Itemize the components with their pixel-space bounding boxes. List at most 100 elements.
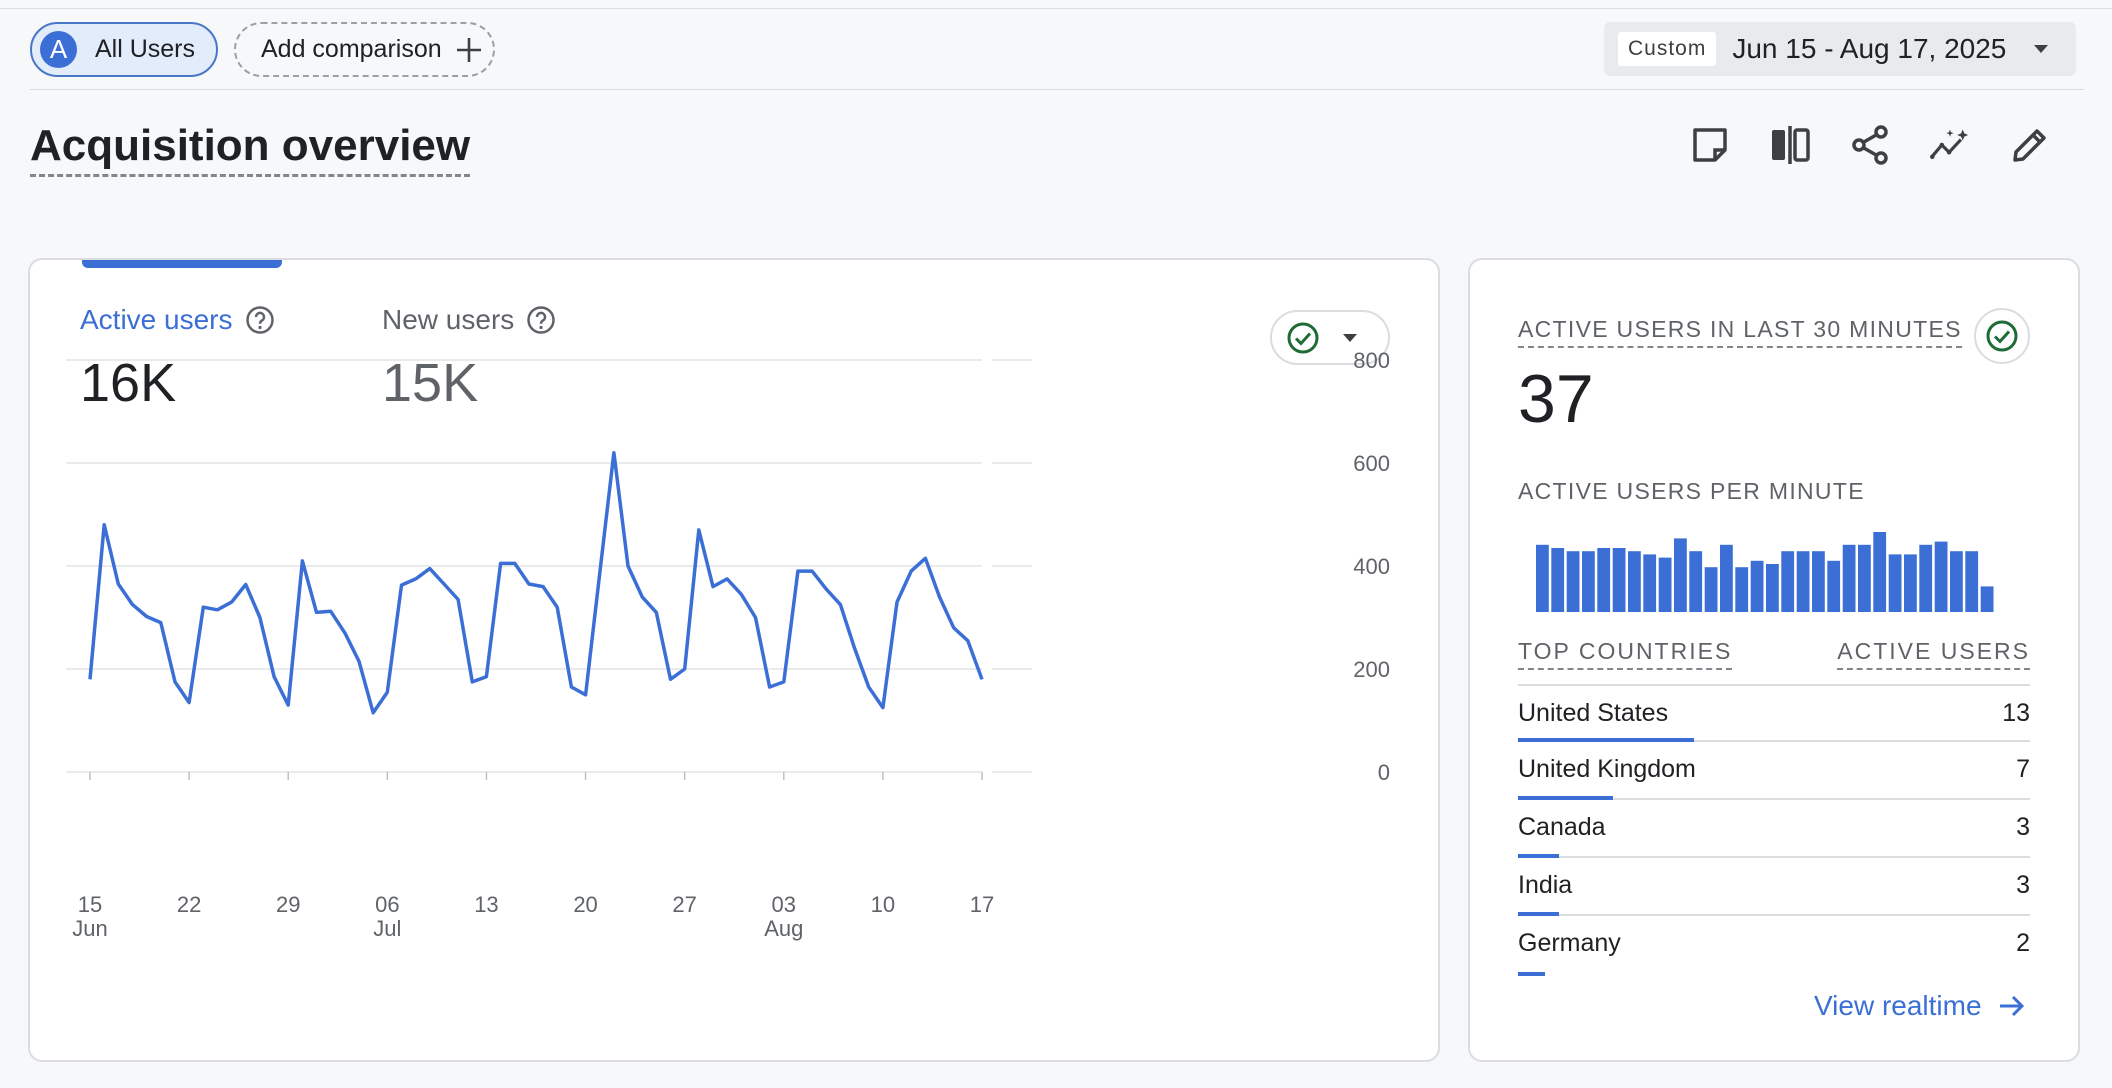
y-tick-label: 200 — [1353, 657, 1390, 682]
y-tick-label: 600 — [1353, 451, 1390, 476]
compare-icon[interactable] — [1770, 124, 1810, 166]
y-tick-label: 800 — [1353, 348, 1390, 373]
country-name: United States — [1518, 699, 1669, 727]
realtime-value: 37 — [1518, 361, 1594, 437]
per-minute-bar — [1950, 551, 1963, 612]
realtime-card: ACTIVE USERS IN LAST 30 MINUTES 37 ACTIV… — [1468, 258, 2080, 1062]
metric-value: 16K — [80, 353, 177, 413]
per-minute-bar — [1536, 544, 1549, 612]
per-minute-bar — [1812, 551, 1825, 612]
per-minute-bar — [1750, 560, 1764, 612]
date-range-picker[interactable]: Custom Jun 15 - Aug 17, 2025 — [1604, 22, 2076, 76]
share-icon[interactable] — [1850, 124, 1890, 166]
top-divider — [0, 8, 2112, 9]
per-minute-bar — [1858, 544, 1871, 612]
metric-tab-new-users[interactable]: New users 15K — [382, 304, 556, 414]
per-minute-bar — [1919, 544, 1933, 612]
per-minute-bar — [1766, 564, 1779, 612]
add-comparison-button[interactable]: Add comparison — [234, 22, 495, 77]
help-icon[interactable] — [526, 305, 556, 335]
x-tick-label: 27 — [672, 892, 696, 917]
date-mode-badge: Custom — [1618, 32, 1717, 66]
per-minute-bar — [1827, 560, 1841, 612]
overview-card: Active users 16K New users 15K 800 600 400… — [28, 258, 1440, 1062]
check-circle-icon — [1287, 322, 1319, 353]
per-minute-bar — [1965, 551, 1979, 612]
x-tick-label: 29 — [276, 892, 300, 917]
x-tick-label: 06 — [375, 892, 399, 917]
countries-list: United States 13 United Kingdom 7 Canada… — [1518, 684, 2030, 976]
insights-icon[interactable] — [1930, 124, 1970, 166]
per-minute-bar — [1628, 551, 1641, 612]
per-minute-bar — [1689, 551, 1703, 612]
per-minute-bar — [1888, 554, 1902, 612]
page-title: Acquisition overview — [30, 121, 471, 178]
date-range-label: Jun 15 - Aug 17, 2025 — [1732, 33, 2007, 64]
country-name: India — [1518, 871, 1573, 899]
per-minute-bar — [1735, 567, 1749, 612]
per-minute-bar — [1704, 567, 1718, 612]
caret-down-icon — [2034, 45, 2049, 53]
active-users-series-line — [88, 450, 984, 715]
country-row: Canada 3 — [1518, 800, 2030, 858]
x-tick-label: 03 — [772, 892, 796, 917]
per-minute-heading: ACTIVE USERS PER MINUTE — [1518, 478, 1865, 504]
caret-down-icon — [1343, 333, 1357, 342]
view-realtime-link[interactable]: View realtime — [1814, 990, 2026, 1022]
per-minute-bar — [1597, 548, 1611, 612]
x-tick-month: Aug — [764, 916, 803, 941]
check-circle-icon — [1986, 320, 2018, 352]
country-value: 3 — [2016, 871, 2030, 899]
per-minute-bar-chart — [1536, 532, 1994, 612]
country-share-bar — [1518, 912, 1559, 916]
country-value: 2 — [2016, 929, 2030, 957]
y-tick-label: 400 — [1353, 554, 1390, 579]
help-icon[interactable] — [245, 305, 275, 335]
realtime-status[interactable] — [1974, 308, 2030, 364]
per-minute-bar — [1612, 548, 1626, 612]
country-share-bar — [1518, 738, 1694, 742]
per-minute-bar — [1934, 541, 1948, 612]
per-minute-bar — [1720, 544, 1733, 612]
country-value: 13 — [2002, 699, 2030, 727]
country-row: India 3 — [1518, 858, 2030, 916]
x-tick-month: Jul — [373, 916, 401, 941]
segment-avatar: A — [40, 31, 77, 68]
per-minute-bar — [1551, 548, 1565, 612]
report-actions — [1690, 124, 2050, 166]
country-name: Germany — [1518, 929, 1621, 957]
plus-icon — [456, 37, 481, 62]
data-quality-dropdown[interactable] — [1270, 310, 1390, 365]
country-row: Germany 2 — [1518, 916, 2030, 976]
per-minute-bar — [1643, 554, 1657, 612]
per-minute-bar — [1904, 554, 1917, 612]
country-name: Canada — [1518, 813, 1606, 841]
country-value: 3 — [2016, 813, 2030, 841]
note-icon[interactable] — [1690, 124, 1730, 166]
arrow-right-icon — [1999, 995, 2024, 1017]
country-row: United Kingdom 7 — [1518, 742, 2030, 800]
y-tick-label: 0 — [1378, 760, 1390, 785]
segment-chip-all-users[interactable]: A All Users — [30, 22, 218, 77]
metric-label: Active users — [80, 304, 233, 335]
country-share-bar — [1518, 796, 1613, 800]
x-tick-label: 13 — [474, 892, 498, 917]
metric-label: New users — [382, 304, 515, 335]
x-tick-label: 22 — [177, 892, 201, 917]
edit-icon[interactable] — [2010, 124, 2050, 166]
toolbar-divider — [30, 89, 2084, 90]
metric-value: 15K — [382, 353, 479, 413]
per-minute-bar — [1566, 551, 1580, 612]
per-minute-bar — [1796, 551, 1810, 612]
metric-tab-active-users[interactable]: Active users 16K — [80, 304, 275, 414]
country-share-bar — [1518, 972, 1546, 976]
realtime-heading: ACTIVE USERS IN LAST 30 MINUTES — [1518, 316, 1962, 348]
country-name: United Kingdom — [1518, 755, 1696, 783]
x-tick-label: 15 — [78, 892, 102, 917]
x-tick-label: 20 — [573, 892, 597, 917]
per-minute-bar — [1873, 532, 1887, 612]
x-tick-month: Jun — [72, 916, 107, 941]
per-minute-bar — [1658, 557, 1672, 612]
x-tick-label: 17 — [970, 892, 994, 917]
